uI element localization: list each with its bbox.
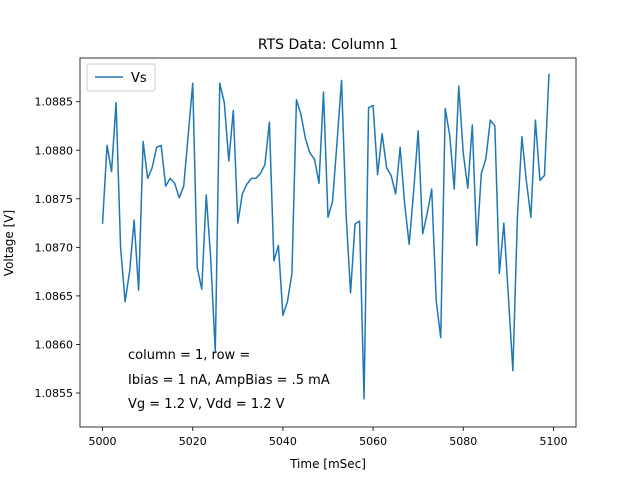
x-tick-label: 5040	[269, 435, 297, 448]
x-tick-label: 5060	[359, 435, 387, 448]
x-tick-label: 5020	[179, 435, 207, 448]
legend-label-vs: Vs	[131, 71, 147, 86]
series-line-vs	[101, 73, 550, 400]
y-tick-label: 1.0855	[35, 387, 74, 400]
y-tick-label: 1.0865	[35, 290, 74, 303]
x-tick-label: 5080	[449, 435, 477, 448]
annotation-line-3: Vg = 1.2 V, Vdd = 1.2 V	[128, 397, 285, 412]
y-tick-label: 1.0860	[35, 338, 74, 351]
plot-frame	[79, 57, 577, 428]
legend: Vs	[86, 63, 156, 92]
y-tick-label: 1.0875	[35, 193, 74, 206]
y-tick-label: 1.0880	[35, 144, 74, 157]
y-axis-label: Voltage [V]	[2, 210, 16, 276]
y-tick-label: 1.0870	[35, 241, 74, 254]
y-axis-ticks: 1.0855 1.0860 1.0865 1.0870 1.0875 1.0880 1.08…	[35, 96, 80, 400]
x-tick-label: 5100	[539, 435, 567, 448]
plot-area	[80, 58, 576, 427]
annotation-line-2: Ibias = 1 nA, AmpBias = .5 mA	[128, 373, 330, 388]
x-axis-label: Time [mSec]	[289, 457, 366, 471]
y-tick-label: 1.0885	[35, 96, 74, 109]
x-tick-label: 5000	[89, 435, 117, 448]
x-axis-ticks: 5000 5020 5040 5060 5080 5100	[89, 427, 567, 448]
annotation-line-1: column = 1, row =	[128, 348, 250, 363]
chart-title: RTS Data: Column 1	[258, 37, 398, 53]
